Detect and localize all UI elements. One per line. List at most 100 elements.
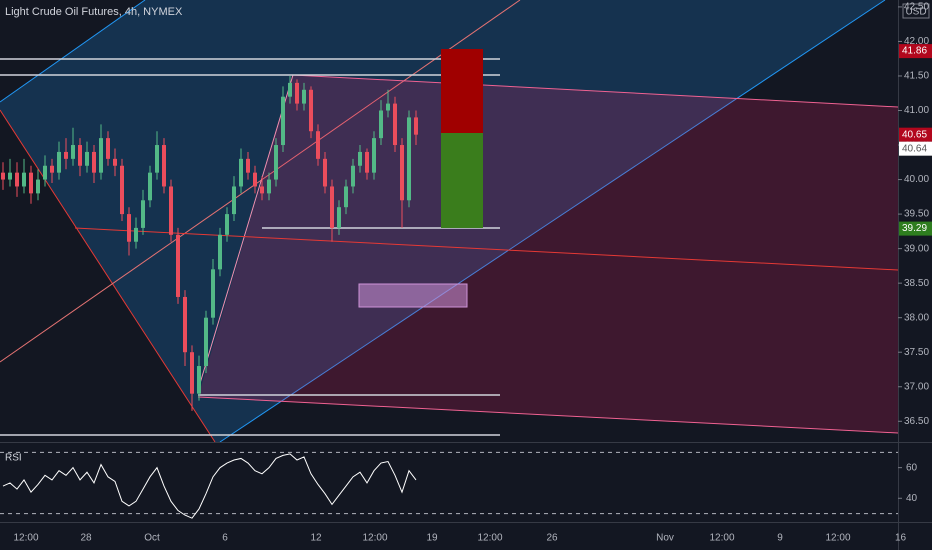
candle-body bbox=[246, 158, 250, 173]
candle-body bbox=[414, 117, 418, 135]
candle-body bbox=[407, 117, 411, 201]
candle-body bbox=[120, 165, 124, 215]
candle-body bbox=[218, 234, 222, 270]
y-tick-label: 42.00 bbox=[904, 36, 929, 47]
candle-body bbox=[183, 296, 187, 353]
candle-body bbox=[309, 89, 313, 132]
y-tick-label: 39.00 bbox=[904, 243, 929, 254]
x-tick-label: Nov bbox=[656, 533, 674, 544]
y-tick-label: 37.50 bbox=[904, 347, 929, 358]
x-tick-label: 6 bbox=[222, 533, 228, 544]
candle-body bbox=[267, 179, 271, 194]
price-marker-label: 39.29 bbox=[902, 223, 927, 234]
x-tick-label: 12:00 bbox=[362, 533, 387, 544]
x-tick-label: 28 bbox=[80, 533, 92, 544]
currency: USD bbox=[905, 7, 926, 18]
candle-body bbox=[43, 165, 47, 180]
rsi-tick-label: 40 bbox=[906, 493, 918, 504]
rsi-line bbox=[2, 453, 417, 519]
x-tick-label: 9 bbox=[777, 533, 783, 544]
candle-body bbox=[274, 145, 278, 180]
y-tick-label: 37.00 bbox=[904, 381, 929, 392]
median-line bbox=[0, 0, 521, 363]
y-tick-label: 41.00 bbox=[904, 105, 929, 116]
candle-body bbox=[288, 82, 292, 97]
candle-body bbox=[323, 158, 327, 187]
stop-zone bbox=[441, 49, 483, 133]
candle-body bbox=[211, 269, 215, 318]
candle-body bbox=[225, 214, 229, 235]
candle-body bbox=[85, 151, 89, 166]
candle-body bbox=[1, 172, 5, 180]
fork-line bbox=[197, 74, 294, 391]
y-tick-label: 41.50 bbox=[904, 71, 929, 82]
rectangle bbox=[358, 283, 468, 308]
candle-body bbox=[232, 186, 236, 215]
candle-body bbox=[400, 145, 404, 201]
y-tick-label: 42.50 bbox=[904, 2, 929, 13]
fork-line bbox=[197, 396, 899, 434]
channel-line bbox=[0, 109, 216, 443]
candle-body bbox=[204, 317, 208, 367]
candle-body bbox=[316, 131, 320, 159]
candle-body bbox=[260, 186, 264, 194]
candle-body bbox=[190, 352, 194, 394]
candle-body bbox=[351, 165, 355, 187]
candle-body bbox=[169, 186, 173, 235]
x-tick-label: 12:00 bbox=[477, 533, 502, 544]
candle-body bbox=[358, 151, 362, 166]
price-marker-label: 40.64 bbox=[902, 143, 927, 154]
price-marker-label: 41.86 bbox=[902, 46, 927, 57]
candle-body bbox=[106, 138, 110, 159]
x-tick-label: 16 bbox=[895, 533, 907, 544]
x-tick-label: 12:00 bbox=[709, 533, 734, 544]
y-tick-label: 38.50 bbox=[904, 278, 929, 289]
channel-line bbox=[219, 0, 886, 443]
chart-title: Light Crude Oil Futures, 4h, NYMEX bbox=[5, 6, 183, 18]
candle-body bbox=[71, 145, 75, 159]
candle-body bbox=[393, 103, 397, 146]
rsi-tick-label: 60 bbox=[906, 462, 918, 473]
candle-body bbox=[386, 103, 390, 111]
candle-body bbox=[8, 172, 12, 180]
fork-median bbox=[74, 227, 899, 271]
channel-line bbox=[0, 0, 146, 103]
y-tick-label: 38.00 bbox=[904, 312, 929, 323]
price-marker bbox=[899, 127, 932, 142]
candle-body bbox=[64, 151, 68, 159]
candle-body bbox=[197, 366, 201, 394]
candle-body bbox=[239, 158, 243, 187]
price-marker bbox=[899, 141, 932, 156]
candle-body bbox=[372, 138, 376, 173]
x-tick-label: 12:00 bbox=[825, 533, 850, 544]
y-tick-label: 39.50 bbox=[904, 209, 929, 220]
candle-body bbox=[15, 172, 19, 187]
price-marker-label: 40.65 bbox=[902, 129, 927, 140]
candle-body bbox=[155, 145, 159, 173]
candle-body bbox=[141, 200, 145, 228]
price-marker bbox=[899, 44, 932, 59]
candle-body bbox=[22, 172, 26, 187]
candle-body bbox=[365, 151, 369, 173]
fork-line bbox=[292, 74, 899, 108]
candle-body bbox=[253, 172, 257, 187]
candle-body bbox=[36, 179, 40, 194]
candle-body bbox=[281, 96, 285, 146]
candle-body bbox=[127, 214, 131, 242]
candle-body bbox=[99, 138, 103, 173]
x-tick-label: 26 bbox=[546, 533, 558, 544]
candle-body bbox=[295, 82, 299, 104]
y-tick-label: 40.00 bbox=[904, 174, 929, 185]
candle-body bbox=[330, 186, 334, 228]
candle-body bbox=[176, 234, 180, 297]
x-tick-label: 12 bbox=[310, 533, 322, 544]
y-tick-label: 36.50 bbox=[904, 416, 929, 427]
candle-body bbox=[113, 158, 117, 166]
x-tick-label: 12:00 bbox=[13, 533, 38, 544]
candle-body bbox=[379, 110, 383, 139]
candle-body bbox=[162, 145, 166, 187]
rsi-label: RSI bbox=[5, 453, 22, 464]
price-marker bbox=[899, 221, 932, 236]
x-tick-label: Oct bbox=[144, 533, 160, 544]
